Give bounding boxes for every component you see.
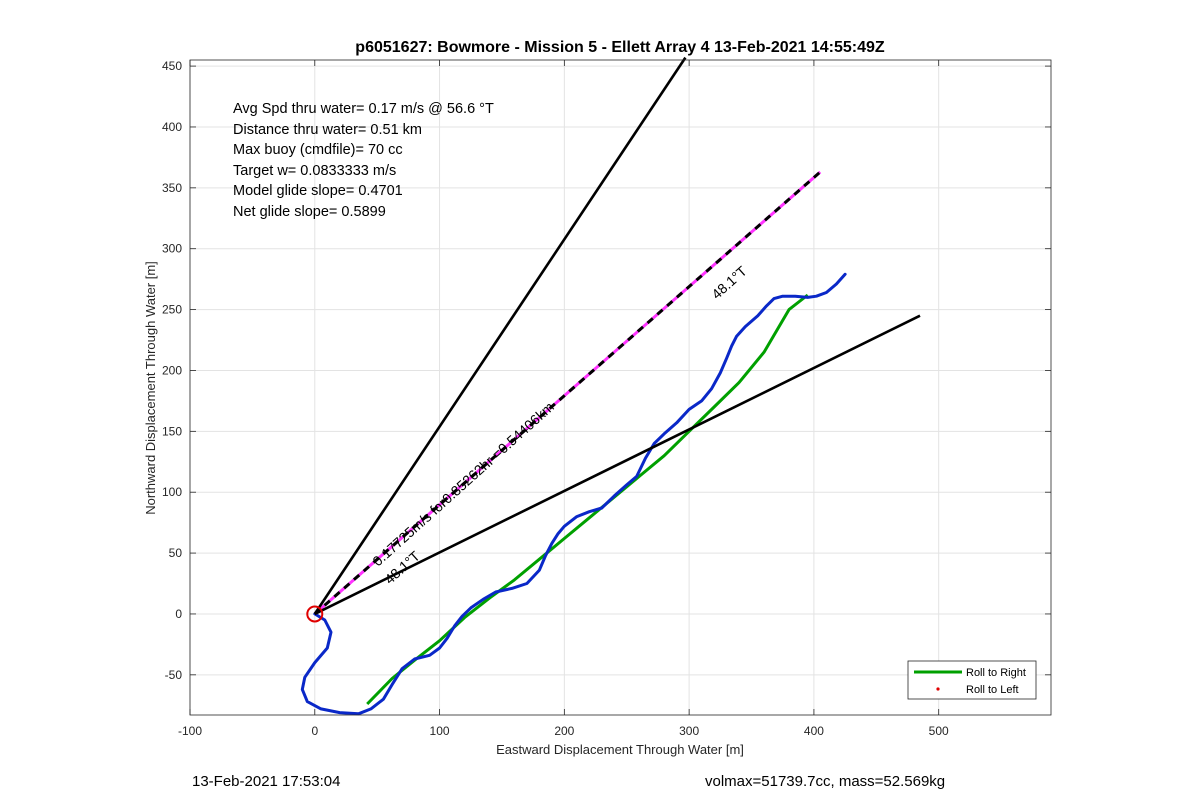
annotation-model-glide-slope: Model glide slope= 0.4701 (233, 183, 403, 199)
annotation-distance: Distance thru water= 0.51 km (233, 122, 422, 138)
x-tick-label: 100 (430, 724, 450, 738)
x-tick-label: 400 (804, 724, 824, 738)
x-tick-label: -100 (178, 724, 202, 738)
legend-box (907, 660, 1037, 700)
x-tick-label: 300 (679, 724, 699, 738)
glide-line-dash (313, 170, 822, 616)
roll-right-line (366, 293, 809, 706)
legend-roll-right-label: Roll to Right (966, 667, 1026, 679)
plot-area (300, 56, 921, 716)
x-tick-label: 200 (554, 724, 574, 738)
heading-line-lower (314, 314, 921, 616)
annotation-target-w: Target w= 0.0833333 m/s (233, 163, 396, 179)
heading-line-upper (313, 56, 687, 615)
chart-title: p6051627: Bowmore - Mission 5 - Ellett A… (355, 39, 885, 56)
y-tick-label: 250 (162, 303, 182, 317)
annotation-avg-speed: Avg Spd thru water= 0.17 m/s @ 56.6 °T (233, 101, 494, 117)
y-tick-label: 50 (169, 546, 183, 560)
footer-volmax-mass: volmax=51739.7cc, mass=52.569kg (705, 773, 946, 790)
legend-roll-left-swatch (936, 687, 940, 691)
annotation-net-glide-slope: Net glide slope= 0.5899 (233, 204, 386, 220)
y-tick-label: 450 (162, 59, 182, 73)
y-tick-label: 100 (162, 485, 182, 499)
x-tick-label: 0 (311, 724, 318, 738)
y-tick-label: 350 (162, 181, 182, 195)
legend-roll-left-label: Roll to Left (966, 684, 1019, 696)
y-tick-label: 0 (175, 607, 182, 621)
legend: Roll to Right Roll to Left (907, 660, 1037, 700)
y-tick-label: 150 (162, 424, 182, 438)
start-marker (306, 605, 324, 623)
y-tick-label: 400 (162, 120, 182, 134)
axes-box (189, 59, 1052, 716)
annotation-block: Avg Spd thru water= 0.17 m/s @ 56.6 °T D… (233, 101, 494, 220)
y-tick-label: -50 (165, 668, 183, 682)
footer-timestamp: 13-Feb-2021 17:53:04 (192, 773, 341, 790)
y-axis-label: Northward Displacement Through Water [m] (143, 261, 158, 515)
x-tick-label: 500 (929, 724, 949, 738)
x-axis-label: Eastward Displacement Through Water [m] (496, 742, 744, 757)
annotation-max-buoy: Max buoy (cmdfile)= 70 cc (233, 142, 403, 158)
axis-ticks: -100 0 100 200 300 400 500 -50 0 50 100 150 200 250 30… (162, 59, 1051, 738)
y-tick-label: 300 (162, 242, 182, 256)
y-tick-label: 200 (162, 363, 182, 377)
glider-track-line (300, 272, 847, 716)
